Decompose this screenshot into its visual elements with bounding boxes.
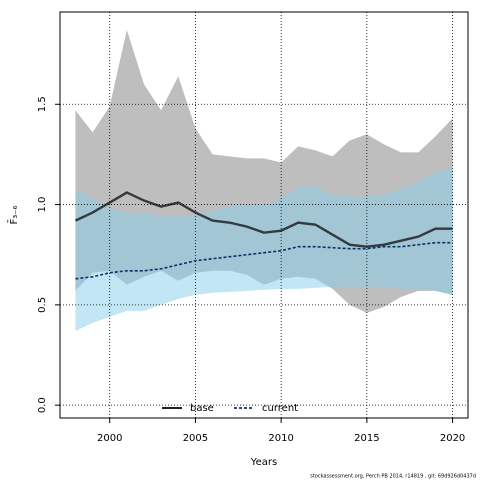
y-tick-label: 1.0 [37, 197, 48, 213]
confidence-band [75, 166, 453, 331]
x-tick-label: 2015 [354, 433, 379, 444]
legend-label: current [262, 403, 298, 414]
y-tick-label: 1.5 [37, 96, 48, 112]
x-tick-label: 2000 [97, 433, 122, 444]
y-axis-label: F̄₃₋₆ [7, 205, 20, 224]
footer: stockassessment.org, Perch PB 2014, r148… [310, 474, 476, 480]
x-tick-label: 2005 [183, 433, 208, 444]
legend-label: base [190, 403, 214, 414]
plot-frame [59, 11, 469, 419]
series-line [75, 241, 453, 280]
series-line [74, 191, 453, 248]
y-tick-label: 0.5 [37, 297, 48, 313]
y-tick-label: 0.0 [37, 397, 48, 413]
x-tick-label: 2020 [440, 433, 465, 444]
x-axis-label: Years [250, 457, 277, 468]
x-tick-label: 2010 [268, 433, 293, 444]
